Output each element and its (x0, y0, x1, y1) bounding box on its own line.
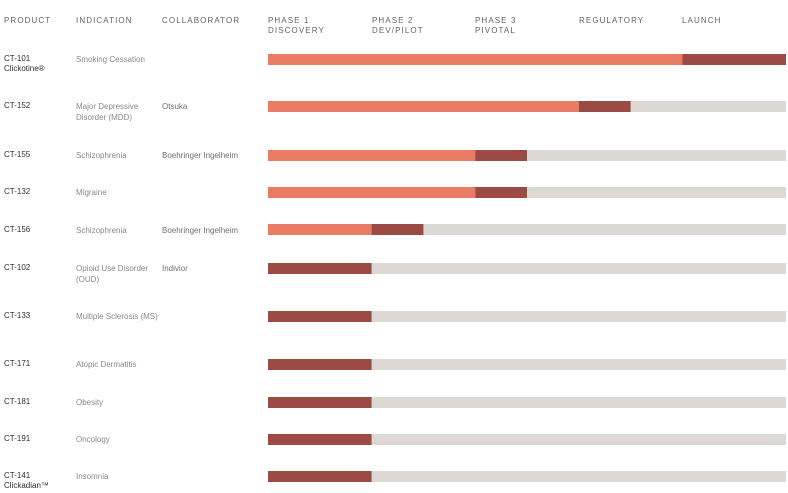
product-code: CT-191 (4, 434, 31, 443)
indication-text: Migraine (76, 188, 107, 197)
header-phase-2-line2: DEV/PILOT (372, 26, 424, 35)
product-name: CT-133 (4, 311, 30, 321)
product-name: CT-155 (4, 150, 30, 160)
product-name: CT-171 (4, 359, 30, 369)
header-indication: INDICATION (76, 16, 133, 25)
indication-text: Opioid Use Disorder (OUD) (76, 264, 149, 284)
pipeline-current-bar-ct-156 (371, 224, 424, 235)
header-phase-2: PHASE 2 DEV/PILOT (372, 16, 424, 36)
pipeline-current-bar-ct-132 (475, 187, 527, 198)
header-phase-1-line2: DISCOVERY (268, 26, 325, 35)
pipeline-track-ct-156 (268, 224, 786, 235)
indication-text: Multiple Sclerosis (MS) (76, 312, 158, 321)
indication-text: Schizophrenia (76, 226, 127, 235)
header-phase-1: PHASE 1 DISCOVERY (268, 16, 325, 36)
pipeline-completed-bar-ct-155 (268, 150, 476, 161)
product-code: CT-155 (4, 150, 31, 159)
header-phase-2-line1: PHASE 2 (372, 16, 414, 25)
pipeline-current-bar-ct-141 (268, 471, 372, 482)
product-name: CT-101 Clickotine® (4, 54, 45, 74)
product-name: CT-102 (4, 263, 30, 273)
indication-text: Atopic Dermatitis (76, 360, 137, 369)
product-code: CT-133 (4, 311, 31, 320)
pipeline-track-ct-102 (268, 263, 786, 274)
pipeline-current-bar-ct-102 (268, 263, 372, 274)
pipeline-completed-bar-ct-101 (268, 54, 683, 65)
header-launch: LAUNCH (682, 16, 722, 26)
pipeline-current-bar-ct-133 (268, 311, 372, 322)
product-brand: Clickotine® (4, 64, 45, 73)
product-name: CT-132 (4, 187, 30, 197)
product-name: CT-191 (4, 434, 30, 444)
header-launch-line1: LAUNCH (682, 16, 722, 25)
product-name: CT-156 (4, 225, 30, 235)
indication-text: Schizophrenia (76, 151, 127, 160)
indication-text: Insomnia (76, 472, 109, 481)
collaborator-text: Boehringer Ingelheim (162, 226, 239, 235)
pipeline-track-ct-133 (268, 311, 786, 322)
product-name: CT-152 (4, 101, 30, 111)
pipeline-track-ct-191 (268, 434, 786, 445)
indication-text: Oncology (76, 435, 110, 444)
product-name: CT-181 (4, 397, 30, 407)
indication-text: Smoking Cessation (76, 55, 145, 64)
header-phase-1-line1: PHASE 1 (268, 16, 310, 25)
pipeline-completed-bar-ct-132 (268, 187, 476, 198)
collaborator-text: Indivior (162, 264, 188, 273)
product-code: CT-101 (4, 54, 31, 63)
product-name: CT-141 Clickadian™ (4, 471, 49, 491)
product-code: CT-141 (4, 471, 31, 480)
collaborator-text: Boehringer Ingelheim (162, 151, 239, 160)
pipeline-track-ct-171 (268, 359, 786, 370)
pipeline-current-bar-ct-181 (268, 397, 372, 408)
pipeline-track-ct-141 (268, 471, 786, 482)
product-code: CT-132 (4, 187, 31, 196)
header-product: PRODUCT (4, 16, 52, 25)
pipeline-current-bar-ct-101 (682, 54, 786, 65)
collaborator-text: Otsuka (162, 102, 188, 111)
pipeline-current-bar-ct-171 (268, 359, 372, 370)
indication-text: Obesity (76, 398, 104, 407)
product-code: CT-152 (4, 101, 31, 110)
pipeline-current-bar-ct-191 (268, 434, 372, 445)
indication-text: Major Depressive Disorder (MDD) (76, 102, 139, 122)
pipeline-completed-bar-ct-156 (268, 224, 372, 235)
pipeline-current-bar-ct-155 (475, 150, 527, 161)
product-code: CT-171 (4, 359, 31, 368)
pipeline-current-bar-ct-152 (578, 101, 631, 112)
header-phase-3-line1: PHASE 3 (475, 16, 517, 25)
product-brand: Clickadian™ (4, 481, 49, 490)
header-regulatory: REGULATORY (579, 16, 644, 26)
header-regulatory-line1: REGULATORY (579, 16, 645, 25)
product-code: CT-181 (4, 397, 31, 406)
pipeline-completed-bar-ct-152 (268, 101, 579, 112)
product-code: CT-156 (4, 225, 31, 234)
header-phase-3: PHASE 3 PIVOTAL (475, 16, 517, 36)
header-collaborator: COLLABORATOR (162, 16, 241, 25)
header-phase-3-line2: PIVOTAL (475, 26, 516, 35)
product-code: CT-102 (4, 263, 31, 272)
pipeline-track-ct-181 (268, 397, 786, 408)
